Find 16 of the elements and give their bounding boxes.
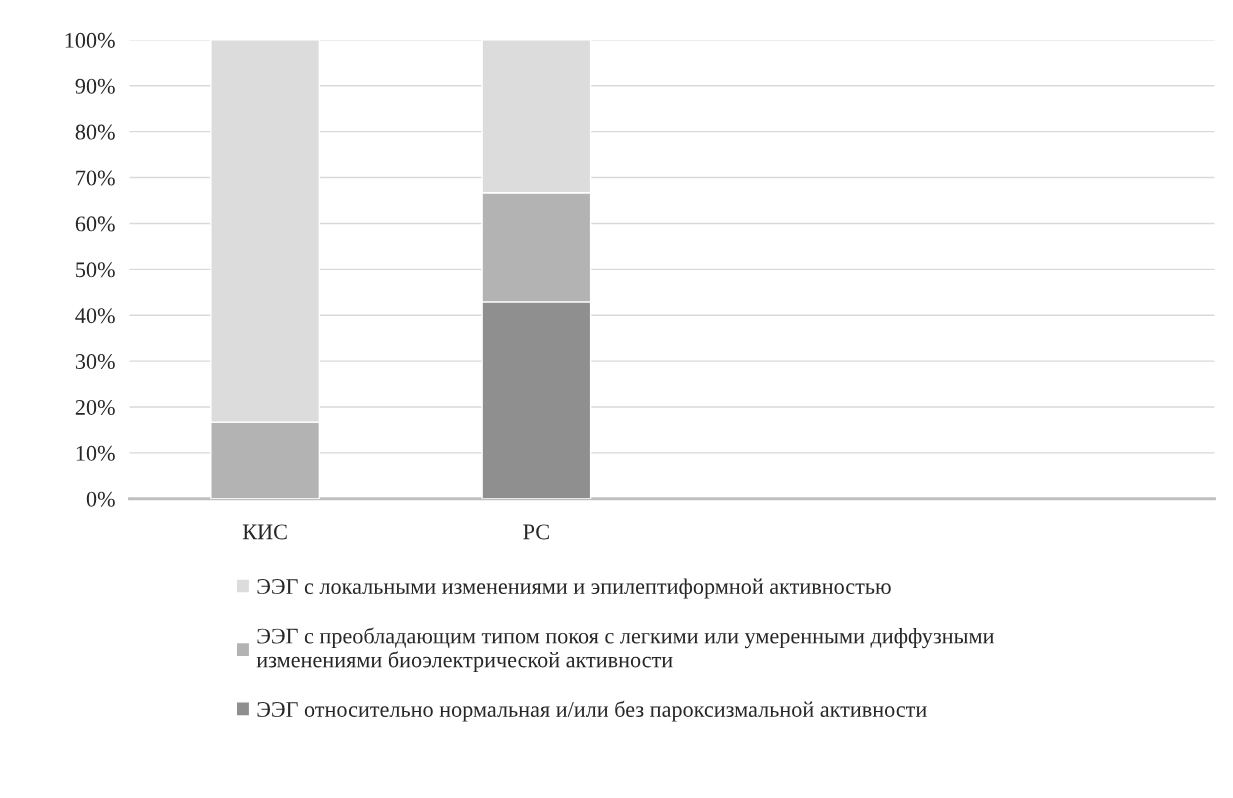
y-tick-label: 50%: [76, 262, 115, 278]
y-tick-label: 10%: [76, 445, 115, 461]
y-tick-label: 80%: [75, 124, 115, 140]
y-tick-label: 0%: [86, 491, 115, 507]
y-tick-label: 100%: [65, 32, 115, 48]
y-tick-label: 40%: [75, 308, 115, 324]
x-tick-label: РС: [523, 524, 549, 540]
y-tick-label: 20%: [75, 399, 115, 415]
y-tick-label: 70%: [76, 170, 115, 186]
x-tick-label: КИС: [242, 524, 287, 540]
legend-label: ЭЭГ с преобладающим типом покоя с легкими или умеренными диффузными изменениями биоэлектрической активности: [256, 627, 994, 672]
legend-label: ЭЭГ относительно нормальная и/или без пароксизмальной активности: [257, 700, 927, 722]
y-tick-label: 30%: [75, 354, 115, 370]
y-tick-label: 60%: [75, 216, 115, 232]
legend-label: ЭЭГ с локальными изменениями и эпилептиформной активностью: [257, 578, 891, 599]
y-tick-label: 90%: [75, 78, 115, 94]
